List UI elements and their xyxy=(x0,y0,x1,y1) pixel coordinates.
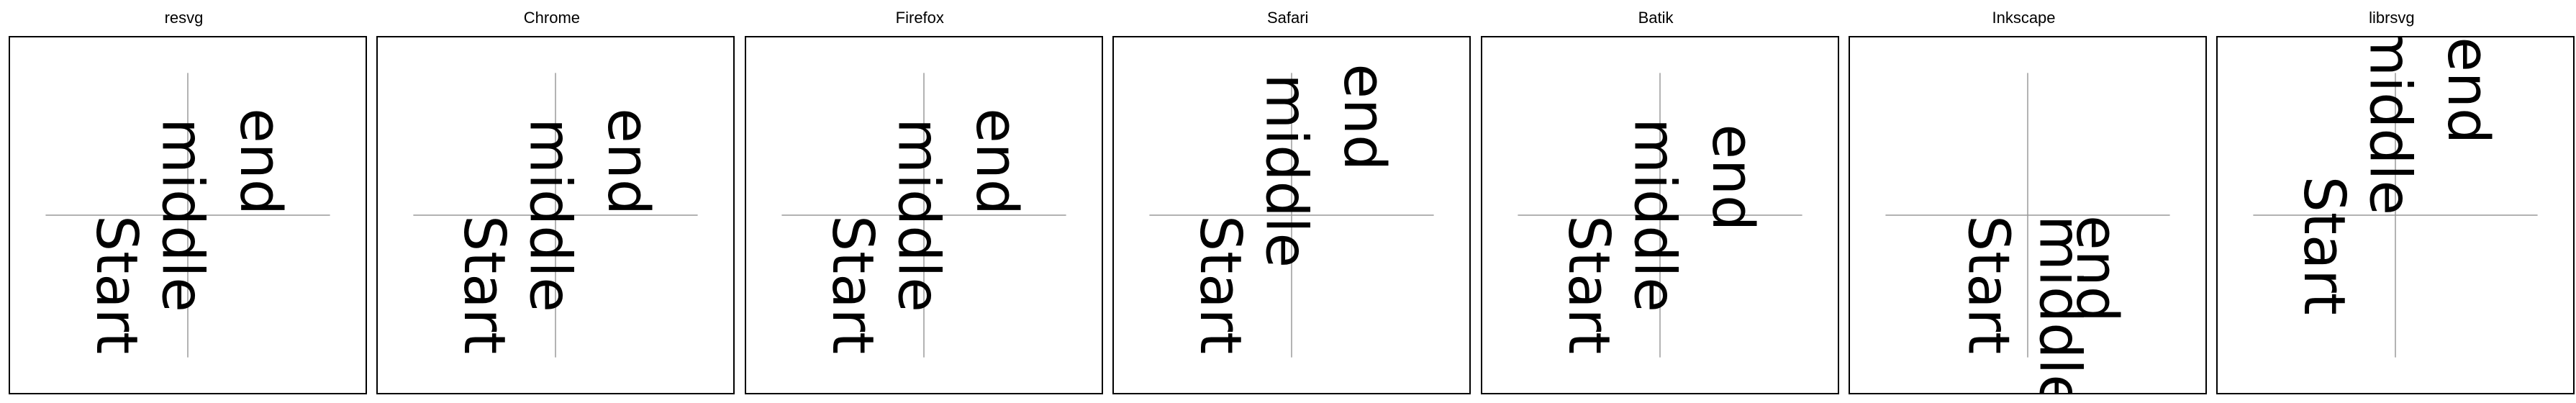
panel: Firefox Start middle end xyxy=(736,0,1104,403)
vertical-text: end xyxy=(227,108,294,215)
vertical-text: end xyxy=(963,108,1030,215)
panel: Inkscape Start middle end xyxy=(1840,0,2208,403)
panel-title: Chrome xyxy=(523,9,581,27)
render-box: Start middle end xyxy=(1112,36,1471,394)
vertical-text: middle xyxy=(2026,215,2092,393)
panel: Safari Start middle end xyxy=(1104,0,1471,403)
render-box: Start middle end xyxy=(1849,36,2207,403)
vertical-text: Start xyxy=(2291,176,2357,315)
vertical-text: middle xyxy=(1253,73,1320,268)
render-box: Start middle end xyxy=(9,36,367,394)
panel-title: Inkscape xyxy=(1992,9,2056,27)
render-box: Start middle end xyxy=(1480,36,1839,394)
vertical-text: end xyxy=(595,108,661,215)
panel-title: librsvg xyxy=(2369,9,2415,27)
panel: Batik Start middle end xyxy=(1472,0,1840,403)
panel-title: Batik xyxy=(1638,9,1674,27)
vertical-text: middle xyxy=(885,118,951,312)
vertical-text: Start xyxy=(1187,215,1253,354)
panel-title: Firefox xyxy=(895,9,944,27)
render-box: Start middle end xyxy=(2216,21,2575,394)
vertical-text: Start xyxy=(451,215,517,354)
render-box: Start middle end xyxy=(376,36,735,394)
vertical-text: end xyxy=(1331,63,1397,171)
vertical-text: end xyxy=(2435,37,2501,144)
vertical-text: end xyxy=(1700,124,1766,231)
vertical-text: Start xyxy=(1556,215,1622,354)
vertical-text: middle xyxy=(1621,118,1687,312)
vertical-text: end xyxy=(2064,215,2130,322)
panel: librsvg Start middle end xyxy=(2208,0,2575,403)
panel-title: Safari xyxy=(1266,9,1309,27)
panel-title: resvg xyxy=(164,9,204,27)
vertical-text: middle xyxy=(517,118,584,312)
panel: Chrome Start middle end xyxy=(368,0,735,403)
vertical-text: Start xyxy=(83,215,150,354)
render-box: Start middle end xyxy=(744,36,1103,394)
vertical-text: middle xyxy=(2357,37,2423,215)
vertical-text: Start xyxy=(820,215,886,354)
panel: resvg Start middle end xyxy=(0,0,368,403)
vertical-text: middle xyxy=(149,118,215,312)
vertical-text: Start xyxy=(1955,215,2021,354)
